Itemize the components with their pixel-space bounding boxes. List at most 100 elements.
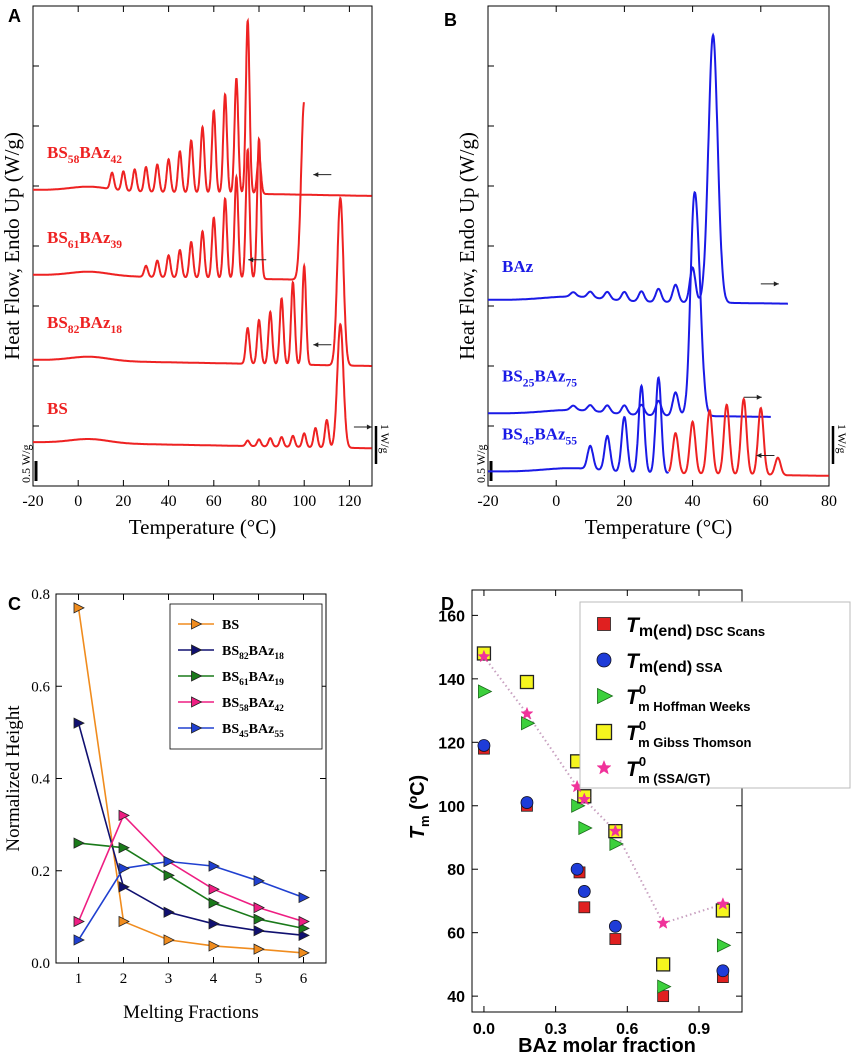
x-tick-label: 20 (115, 493, 131, 510)
series-label-bs25baz75-mid: BAz (534, 366, 566, 385)
series-label-bs45baz55-main: BS (502, 424, 523, 443)
series-label-bs25baz75: BS25BAz75 (502, 366, 577, 389)
x-tick-label: 80 (251, 493, 267, 510)
series-label-bs61baz39: BS61BAz39 (47, 228, 122, 251)
data-point-bs61baz19 (118, 842, 130, 854)
data-point-bs58baz42 (253, 902, 265, 914)
series-label-bs61baz39-main: BS (47, 228, 68, 247)
legend-label-bs45baz55-sub1: 45 (239, 730, 249, 740)
direction-arrow-head (756, 394, 762, 400)
y-tick-label: 100 (438, 799, 465, 816)
legend-label-sup: 0 (639, 754, 646, 769)
data-point-bs45baz55 (163, 855, 175, 868)
y-axis-title: Normalized Height (3, 705, 24, 852)
y-tick-label: 140 (438, 672, 465, 689)
legend-label-bs61baz19: BS61BAz19 (222, 670, 284, 688)
legend-label-sup: 0 (639, 682, 646, 697)
legend-marker (191, 722, 203, 734)
legend-label-bs61baz19-main: BS (222, 670, 239, 685)
data-point-bs82baz18 (298, 929, 310, 941)
x-tick-label: 3 (165, 971, 173, 987)
x-tick-label: -20 (22, 493, 43, 510)
scale-label-right: 1 W/g (835, 424, 849, 453)
data-point-bs (208, 940, 220, 952)
legend-label-main: T (626, 650, 641, 673)
data-point-star (608, 824, 623, 837)
data-point-bs45baz55 (298, 891, 310, 904)
series-label-bs58baz42-main: BS (47, 143, 68, 162)
x-axis-title: BAz molar fraction (518, 1035, 696, 1053)
x-axis-title: Melting Fractions (123, 1002, 259, 1023)
legend-label-main: T (626, 722, 641, 745)
dsc-curve-bs82baz18 (33, 196, 372, 367)
y-axis-title-unit: (ºC) (407, 775, 429, 816)
dsc-curve-bs25baz75 (488, 190, 771, 418)
y-tick-label: 0.6 (31, 679, 50, 695)
scale-label-right: 1 W/g (378, 424, 392, 453)
legend-label-sub: m (638, 771, 650, 786)
legend-label-bs82baz18-sub2: 18 (274, 652, 284, 662)
legend-label-text: Hoffman Weeks (650, 699, 751, 714)
legend-label-bs61baz19-mid: BAz (249, 670, 275, 685)
data-point-bs45baz55 (73, 934, 85, 946)
dsc-curve-baz (488, 32, 788, 305)
series-label-bs82baz18-sub1: 82 (68, 323, 80, 336)
direction-arrow-head (313, 172, 319, 178)
data-point-bs82baz18 (208, 918, 220, 930)
data-point-square (578, 901, 591, 914)
x-tick-label: 0 (74, 493, 82, 510)
dsc-curve-bs45baz55-a (488, 375, 670, 474)
legend-marker (596, 652, 612, 668)
legend-marker (191, 696, 203, 708)
x-axis-title: Temperature (°C) (129, 515, 276, 539)
data-point-triangle (609, 836, 624, 851)
legend-label-sup: 0 (639, 718, 646, 733)
x-tick-label: 0.6 (616, 1021, 638, 1038)
panel-b-frame (487, 5, 830, 487)
direction-arrow-head (248, 257, 254, 263)
data-point-bs (298, 947, 310, 959)
data-point-bs82baz18 (163, 906, 175, 918)
legend-label-bs58baz42-main: BS (222, 696, 239, 711)
data-point-bs61baz19 (208, 897, 220, 909)
x-tick-label: 6 (300, 971, 308, 987)
data-point-bs45baz55 (253, 875, 265, 887)
series-label-bs25baz75-sub1: 25 (523, 376, 535, 389)
dsc-curve-bs58baz42 (33, 17, 372, 197)
series-label-bs82baz18: BS82BAz18 (47, 313, 122, 336)
dsc-curve-bs61baz39 (32, 102, 305, 281)
series-line-bs61baz19 (78, 842, 304, 930)
direction-arrow-head (366, 424, 372, 430)
data-point-bigsquare (519, 674, 535, 690)
data-point-bs61baz19 (253, 913, 265, 925)
y-tick-label: 60 (447, 926, 465, 943)
y-tick-label: 120 (438, 735, 465, 752)
x-tick-label: 40 (685, 493, 701, 510)
legend-label-main: T (626, 686, 641, 709)
y-axis-title: Tm (ºC) (407, 775, 432, 839)
data-point-triangle (521, 716, 536, 731)
data-point-circle (520, 796, 534, 809)
data-point-bs82baz18 (118, 881, 130, 893)
legend-label-text: SSA (692, 660, 723, 675)
series-label-bs58baz42: BS58BAz42 (47, 143, 122, 166)
legend-label-bs82baz18-mid: BAz (249, 644, 275, 659)
x-tick-label: 80 (821, 493, 837, 510)
series-label-bs82baz18-sub2: 18 (111, 323, 123, 336)
series-line-bs (77, 607, 304, 954)
legend-box (579, 601, 851, 789)
data-point-bs (73, 602, 85, 614)
y-axis-title-sub: m (417, 815, 432, 827)
legend-label-bs58baz42-sub1: 58 (239, 704, 249, 714)
data-point-circle (577, 885, 591, 898)
panel-label-d: D (441, 594, 454, 614)
data-point-star (577, 792, 591, 806)
series-label-bs25baz75-main: BS (502, 366, 523, 385)
data-point-triangle (578, 820, 593, 836)
legend-label-text: (SSA/GT) (650, 771, 711, 786)
series-label-bs61baz39-sub1: 61 (68, 238, 80, 251)
data-point-bs82baz18 (253, 925, 265, 937)
data-point-bs61baz19 (73, 837, 85, 849)
data-point-bs (163, 934, 175, 946)
panel-label-c: C (8, 594, 21, 614)
